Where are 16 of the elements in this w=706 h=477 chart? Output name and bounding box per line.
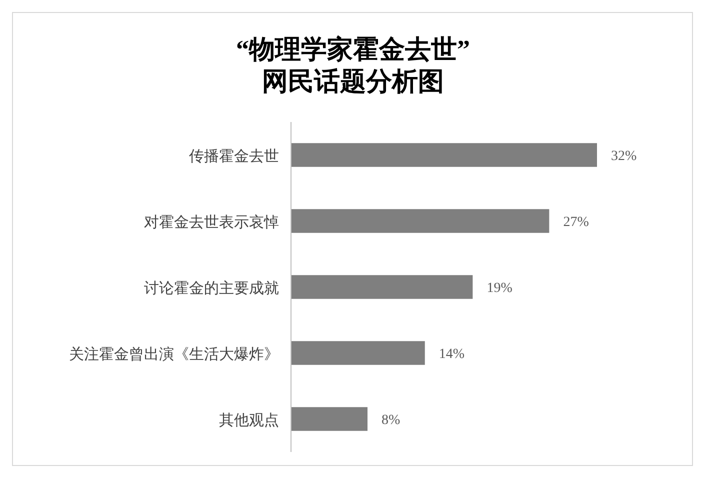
data-label: 32% [611, 149, 637, 164]
bar [291, 209, 550, 233]
bar [291, 407, 368, 431]
y-tick-label: 其他观点 [219, 412, 279, 429]
bar [291, 143, 597, 167]
y-tick-label: 传播霍金去世 [189, 148, 279, 165]
data-label: 19% [486, 281, 513, 296]
chart-title: “物理学家霍金去世” 网民话题分析图 [236, 35, 470, 96]
data-label: 27% [563, 215, 590, 230]
y-tick-label: 对霍金去世表示哀悼 [144, 214, 279, 231]
data-label: 14% [438, 347, 465, 362]
bar [291, 275, 473, 299]
y-tick-label: 关注霍金曾出演《生活大爆炸》 [69, 346, 279, 363]
y-tick-label: 讨论霍金的主要成就 [144, 280, 279, 297]
data-label: 8% [382, 413, 400, 428]
bar [291, 341, 425, 365]
